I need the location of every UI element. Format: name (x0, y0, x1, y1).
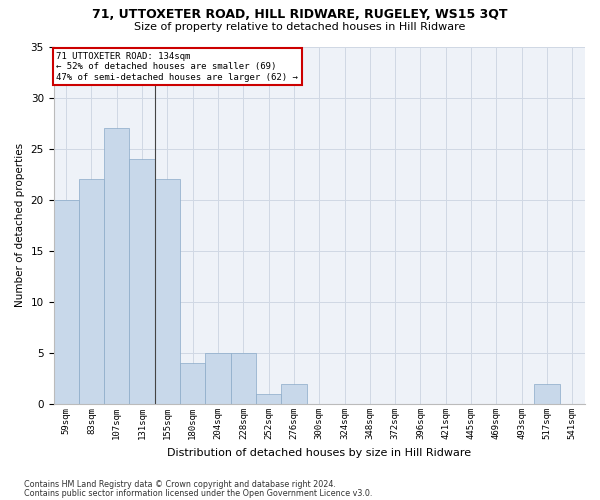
Bar (205, 353, 230, 404)
Y-axis label: Number of detached properties: Number of detached properties (15, 144, 25, 308)
Text: Size of property relative to detached houses in Hill Ridware: Size of property relative to detached ho… (134, 22, 466, 32)
Bar (79, 180, 104, 404)
Bar (535, 384, 560, 404)
Text: 71, UTTOXETER ROAD, HILL RIDWARE, RUGELEY, WS15 3QT: 71, UTTOXETER ROAD, HILL RIDWARE, RUGELE… (92, 8, 508, 20)
Text: Contains HM Land Registry data © Crown copyright and database right 2024.: Contains HM Land Registry data © Crown c… (24, 480, 336, 489)
Bar (53, 200, 79, 404)
Bar (256, 394, 281, 404)
X-axis label: Distribution of detached houses by size in Hill Ridware: Distribution of detached houses by size … (167, 448, 472, 458)
Bar (155, 180, 180, 404)
Bar (230, 353, 256, 404)
Bar (104, 128, 130, 404)
Text: 71 UTTOXETER ROAD: 134sqm
← 52% of detached houses are smaller (69)
47% of semi-: 71 UTTOXETER ROAD: 134sqm ← 52% of detac… (56, 52, 298, 82)
Text: Contains public sector information licensed under the Open Government Licence v3: Contains public sector information licen… (24, 489, 373, 498)
Bar (180, 364, 205, 404)
Bar (130, 159, 155, 404)
Bar (281, 384, 307, 404)
